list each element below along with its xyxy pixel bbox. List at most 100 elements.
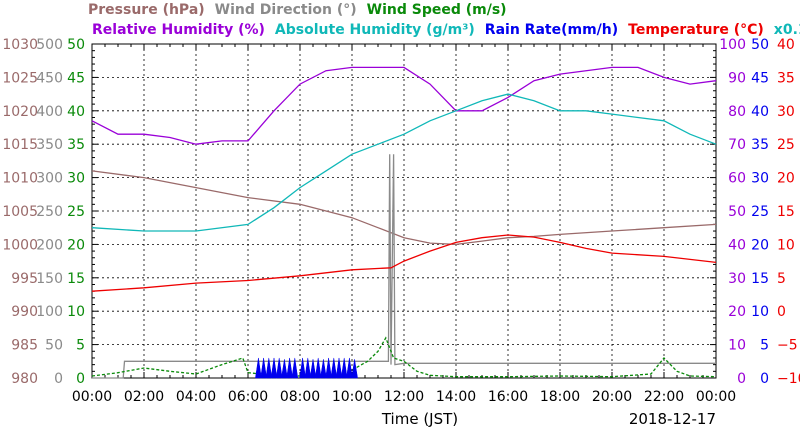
rain-rate-mark [346, 357, 353, 379]
y-tick-label-pressure: 1025 [2, 70, 38, 86]
y-tick-label-wind-direction: 0 [54, 371, 63, 387]
rain-rate-mark [320, 359, 327, 379]
y-tick-label-rain-rate: 45 [751, 70, 769, 86]
x-tick-label: 22:00 [644, 389, 684, 405]
x-tick-label: 08:00 [280, 389, 320, 405]
chart-date: 2018-12-17 [629, 410, 716, 428]
y-tick-label-temperature: 10 [777, 237, 795, 253]
x-tick-label: 12:00 [384, 389, 424, 405]
y-tick-label-wind-speed: 30 [67, 171, 85, 187]
rain-rate-mark [281, 359, 288, 379]
y-tick-label-humidity: 0 [737, 371, 746, 387]
chart-header: Pressure (hPa) Wind Direction (°) Wind Spe… [88, 2, 800, 38]
rain-rate-mark [260, 357, 267, 379]
rain-rate-mark [255, 357, 262, 379]
y-tick-label-rain-rate: 30 [751, 171, 769, 187]
y-tick-label-temperature: 0 [777, 304, 786, 320]
y-tick-label-rain-rate: 20 [751, 237, 769, 253]
x-tick-label: 02:00 [124, 389, 164, 405]
y-tick-label-rain-rate: 10 [751, 304, 769, 320]
y-tick-label-wind-direction: 500 [36, 37, 63, 53]
series-line-wind-speed [91, 336, 717, 378]
y-tick-label-pressure: 990 [11, 304, 38, 320]
y-tick-label-pressure: 1015 [2, 137, 38, 153]
x-tick-label: 10:00 [332, 389, 372, 405]
y-tick-label-pressure: 1000 [2, 237, 38, 253]
header-label: Temperature (°C) [628, 22, 764, 38]
header-label: Absolute Humidity (g/m³) [275, 22, 475, 38]
x-tick-label: 20:00 [592, 389, 632, 405]
y-tick-label-humidity: 40 [728, 237, 746, 253]
y-tick-label-rain-rate: 5 [760, 338, 769, 354]
rain-rate-mark [291, 357, 299, 379]
y-tick-label-wind-speed: 50 [67, 37, 85, 53]
y-tick-label-temperature: 5 [777, 271, 786, 287]
y-tick-label-wind-speed: 45 [67, 70, 85, 86]
rain-rate-mark [314, 357, 322, 379]
rain-rate-mark [275, 357, 283, 379]
y-tick-label-wind-direction: 350 [36, 137, 63, 153]
rain-rate-mark [325, 357, 332, 379]
y-tick-label-rain-rate: 25 [751, 204, 769, 220]
y-tick-label-pressure: 1010 [2, 171, 38, 187]
y-tick-label-temperature: 25 [777, 137, 795, 153]
y-tick-label-temperature: 20 [777, 171, 795, 187]
header-label: Wind Speed (m/s) [367, 2, 507, 18]
y-tick-label-pressure: 1020 [2, 104, 38, 120]
y-tick-label-wind-direction: 300 [36, 171, 63, 187]
y-tick-label-humidity: 50 [728, 204, 746, 220]
rain-rate-mark [299, 357, 306, 379]
y-tick-label-rain-rate: 40 [751, 104, 769, 120]
y-tick-label-humidity: 90 [728, 70, 746, 86]
series-line-wind-direction [92, 154, 716, 379]
x-axis: 00:00 02:00 04:00 06:00 08:00 10:00 12:00 14:00… [72, 389, 736, 405]
x-tick-label: 00:00 [696, 389, 736, 405]
header-label: Relative Humidity (%) [92, 22, 265, 38]
y-tick-label-pressure: 980 [11, 371, 38, 387]
rain-rate-mark [330, 357, 338, 379]
y-tick-label-humidity: 60 [728, 171, 746, 187]
y-tick-label-temperature: 30 [777, 104, 795, 120]
y-tick-label-wind-direction: 100 [36, 304, 63, 320]
series-line-absolute-humidity [91, 93, 717, 232]
rain-rate-mark [340, 357, 348, 379]
y-tick-label-wind-speed: 5 [76, 338, 85, 354]
y-tick-label-rain-rate: 50 [751, 37, 769, 53]
x-tick-label: 00:00 [72, 389, 112, 405]
y-tick-label-wind-direction: 400 [36, 104, 63, 120]
y-tick-label-wind-speed: 35 [67, 137, 85, 153]
x-tick-label: 06:00 [228, 389, 268, 405]
y-tick-label-wind-direction: 250 [36, 204, 63, 220]
rain-rate-mark [304, 357, 312, 379]
y-tick-label-pressure: 1005 [2, 204, 38, 220]
y-tick-label-pressure: 985 [11, 338, 38, 354]
y-tick-label-wind-speed: 0 [76, 371, 85, 387]
rain-rate-mark [270, 357, 278, 379]
rain-rate-mark [309, 359, 317, 379]
y-tick-label-temperature: −10 [777, 371, 800, 387]
rain-rate-mark [351, 359, 358, 379]
y-tick-label-wind-speed: 20 [67, 237, 85, 253]
rain-rate-mark [286, 357, 293, 379]
header-label: Pressure (hPa) [88, 2, 205, 18]
series-line-temperature [91, 234, 717, 292]
x-tick-label: 04:00 [176, 389, 216, 405]
header-label: Wind Direction (°) [215, 2, 357, 18]
header-label: x0.1 [774, 22, 800, 38]
y-tick-label-wind-direction: 50 [45, 338, 63, 354]
y-tick-label-humidity: 80 [728, 104, 746, 120]
y-tick-label-humidity: 30 [728, 271, 746, 287]
y-tick-label-humidity: 20 [728, 304, 746, 320]
header-row-2: Relative Humidity (%) Absolute Humidity (… [92, 22, 800, 38]
plot-area [91, 43, 717, 379]
x-tick-label: 16:00 [488, 389, 528, 405]
rain-rate-mark [265, 357, 273, 379]
y-tick-label-temperature: −5 [777, 338, 798, 354]
y-tick-label-wind-speed: 40 [67, 104, 85, 120]
y-tick-label-rain-rate: 35 [751, 137, 769, 153]
y-tick-label-humidity: 10 [728, 338, 746, 354]
y-tick-label-humidity: 100 [719, 37, 746, 53]
y-tick-label-pressure: 995 [11, 271, 38, 287]
y-tick-label-wind-direction: 200 [36, 237, 63, 253]
